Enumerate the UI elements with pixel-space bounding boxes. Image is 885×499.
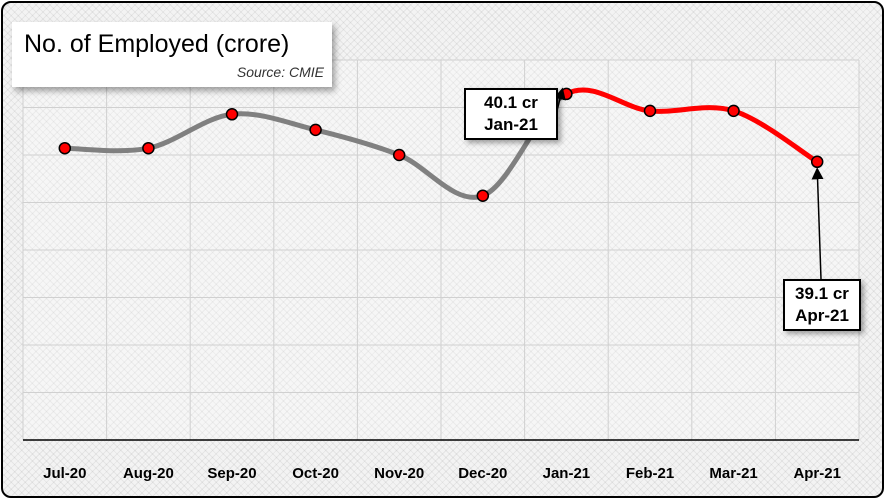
data-point-dec-20: [476, 189, 490, 202]
x-tick-label: Aug-20: [123, 465, 174, 482]
x-tick-label: Mar-21: [709, 465, 757, 482]
x-tick-label: Sep-20: [207, 465, 256, 482]
x-tick-label: Dec-20: [458, 465, 507, 482]
data-point-mar-21: [727, 104, 740, 118]
data-point-apr-21: [810, 155, 824, 169]
callout-value: 39.1 cr: [795, 284, 849, 303]
series-line-red: [563, 87, 820, 165]
x-tick-label: Nov-20: [374, 465, 424, 482]
x-tick-label: Oct-20: [292, 465, 339, 482]
data-point-aug-20: [142, 141, 155, 155]
callout-arrow-apr-21: [811, 167, 824, 280]
data-point-jul-20: [58, 141, 72, 155]
callout-month: Jan-21: [484, 115, 538, 134]
x-tick-label: Jul-20: [43, 465, 86, 482]
data-point-sep-20: [225, 108, 239, 121]
line-chart: Jul-20 Aug-20 Sep-20 Oct-20 Nov-20 Dec-20 Jan-…: [22, 59, 860, 482]
callout-jan-21: 40.1 cr Jan-21: [464, 88, 558, 140]
callout-value: 40.1 cr: [484, 93, 538, 112]
chart-source: Source: CMIE: [236, 64, 324, 80]
data-point-feb-21: [643, 104, 657, 118]
data-point-nov-20: [392, 148, 406, 162]
data-point-oct-20: [309, 123, 322, 137]
callout-month: Apr-21: [795, 306, 849, 325]
x-tick-label: Jan-21: [543, 465, 591, 482]
x-tick-label: Feb-21: [626, 465, 674, 482]
x-tick-label: Apr-21: [793, 465, 841, 482]
chart-title: No. of Employed (crore): [24, 30, 290, 58]
x-axis-ticks: Jul-20 Aug-20 Sep-20 Oct-20 Nov-20 Dec-20 Jan-…: [43, 465, 841, 482]
chart-title-box: No. of Employed (crore) Source: CMIE: [12, 22, 332, 87]
grid-lines: [22, 59, 860, 441]
callout-apr-21: 39.1 cr Apr-21: [783, 279, 861, 331]
